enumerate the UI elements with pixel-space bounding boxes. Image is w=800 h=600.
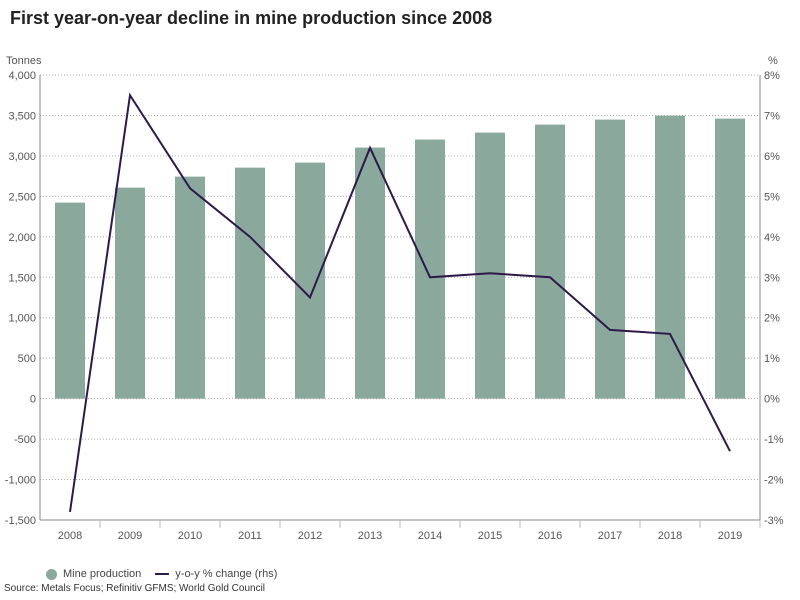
y2-tick-label: 7% xyxy=(764,110,780,122)
bar xyxy=(235,167,265,399)
y2-tick-label: 2% xyxy=(764,313,780,325)
legend-line-swatch xyxy=(155,573,170,575)
bar xyxy=(355,147,385,399)
y-tick-label: -500 xyxy=(14,434,36,446)
y2-tick-label: 5% xyxy=(764,191,780,203)
y-tick-label: 500 xyxy=(18,353,36,365)
x-tick-label: 2014 xyxy=(418,530,442,542)
y-tick-label: -1,000 xyxy=(5,475,36,487)
x-tick-label: 2009 xyxy=(118,530,142,542)
y2-tick-label: 4% xyxy=(764,232,780,244)
y2-tick-label: -1% xyxy=(764,434,784,446)
chart-title: First year-on-year decline in mine produ… xyxy=(10,8,493,28)
y-axis-label: Tonnes xyxy=(6,55,42,67)
y2-tick-label: -2% xyxy=(764,475,784,487)
y-tick-label: 2,500 xyxy=(8,191,36,203)
legend-line-label: y-o-y % change (rhs) xyxy=(175,568,278,580)
bar xyxy=(535,124,565,399)
y2-tick-label: 0% xyxy=(764,394,780,406)
legend-bar-swatch xyxy=(46,568,57,580)
bar xyxy=(115,187,145,399)
y-tick-label: 3,500 xyxy=(8,110,36,122)
y-tick-label: 3,000 xyxy=(8,151,36,163)
x-tick-label: 2018 xyxy=(658,530,682,542)
x-tick-label: 2012 xyxy=(298,530,322,542)
y2-tick-label: -3% xyxy=(764,515,784,527)
y-tick-label: 4,000 xyxy=(8,70,36,82)
bar xyxy=(475,132,505,399)
x-tick-label: 2016 xyxy=(538,530,562,542)
x-tick-label: 2017 xyxy=(598,530,622,542)
source-note: Source: Metals Focus; Refinitiv GFMS; Wo… xyxy=(4,583,266,594)
bar xyxy=(295,162,325,399)
bar xyxy=(55,202,85,399)
y-tick-label: 1,000 xyxy=(8,313,36,325)
y2-tick-label: 6% xyxy=(764,151,780,163)
x-tick-label: 2008 xyxy=(58,530,82,542)
y-tick-label: 1,500 xyxy=(8,272,36,284)
bar xyxy=(175,176,205,399)
y-tick-label: 0 xyxy=(30,394,36,406)
y2-axis-label: % xyxy=(768,55,778,67)
bar xyxy=(415,139,445,399)
yoy-line xyxy=(69,92,731,513)
bar xyxy=(715,118,745,399)
legend: Mine production y-o-y % change (rhs) xyxy=(46,568,277,580)
x-tick-label: 2019 xyxy=(718,530,742,542)
y-tick-label: 2,000 xyxy=(8,232,36,244)
y-tick-label: -1,500 xyxy=(5,515,36,527)
bar xyxy=(595,119,625,399)
x-tick-label: 2015 xyxy=(478,530,502,542)
y2-tick-label: 8% xyxy=(764,70,780,82)
x-tick-label: 2011 xyxy=(238,530,262,542)
legend-bar-label: Mine production xyxy=(63,568,142,580)
x-tick-label: 2013 xyxy=(358,530,382,542)
y2-tick-label: 1% xyxy=(764,353,780,365)
y2-tick-label: 3% xyxy=(764,272,780,284)
x-tick-label: 2010 xyxy=(178,530,202,542)
